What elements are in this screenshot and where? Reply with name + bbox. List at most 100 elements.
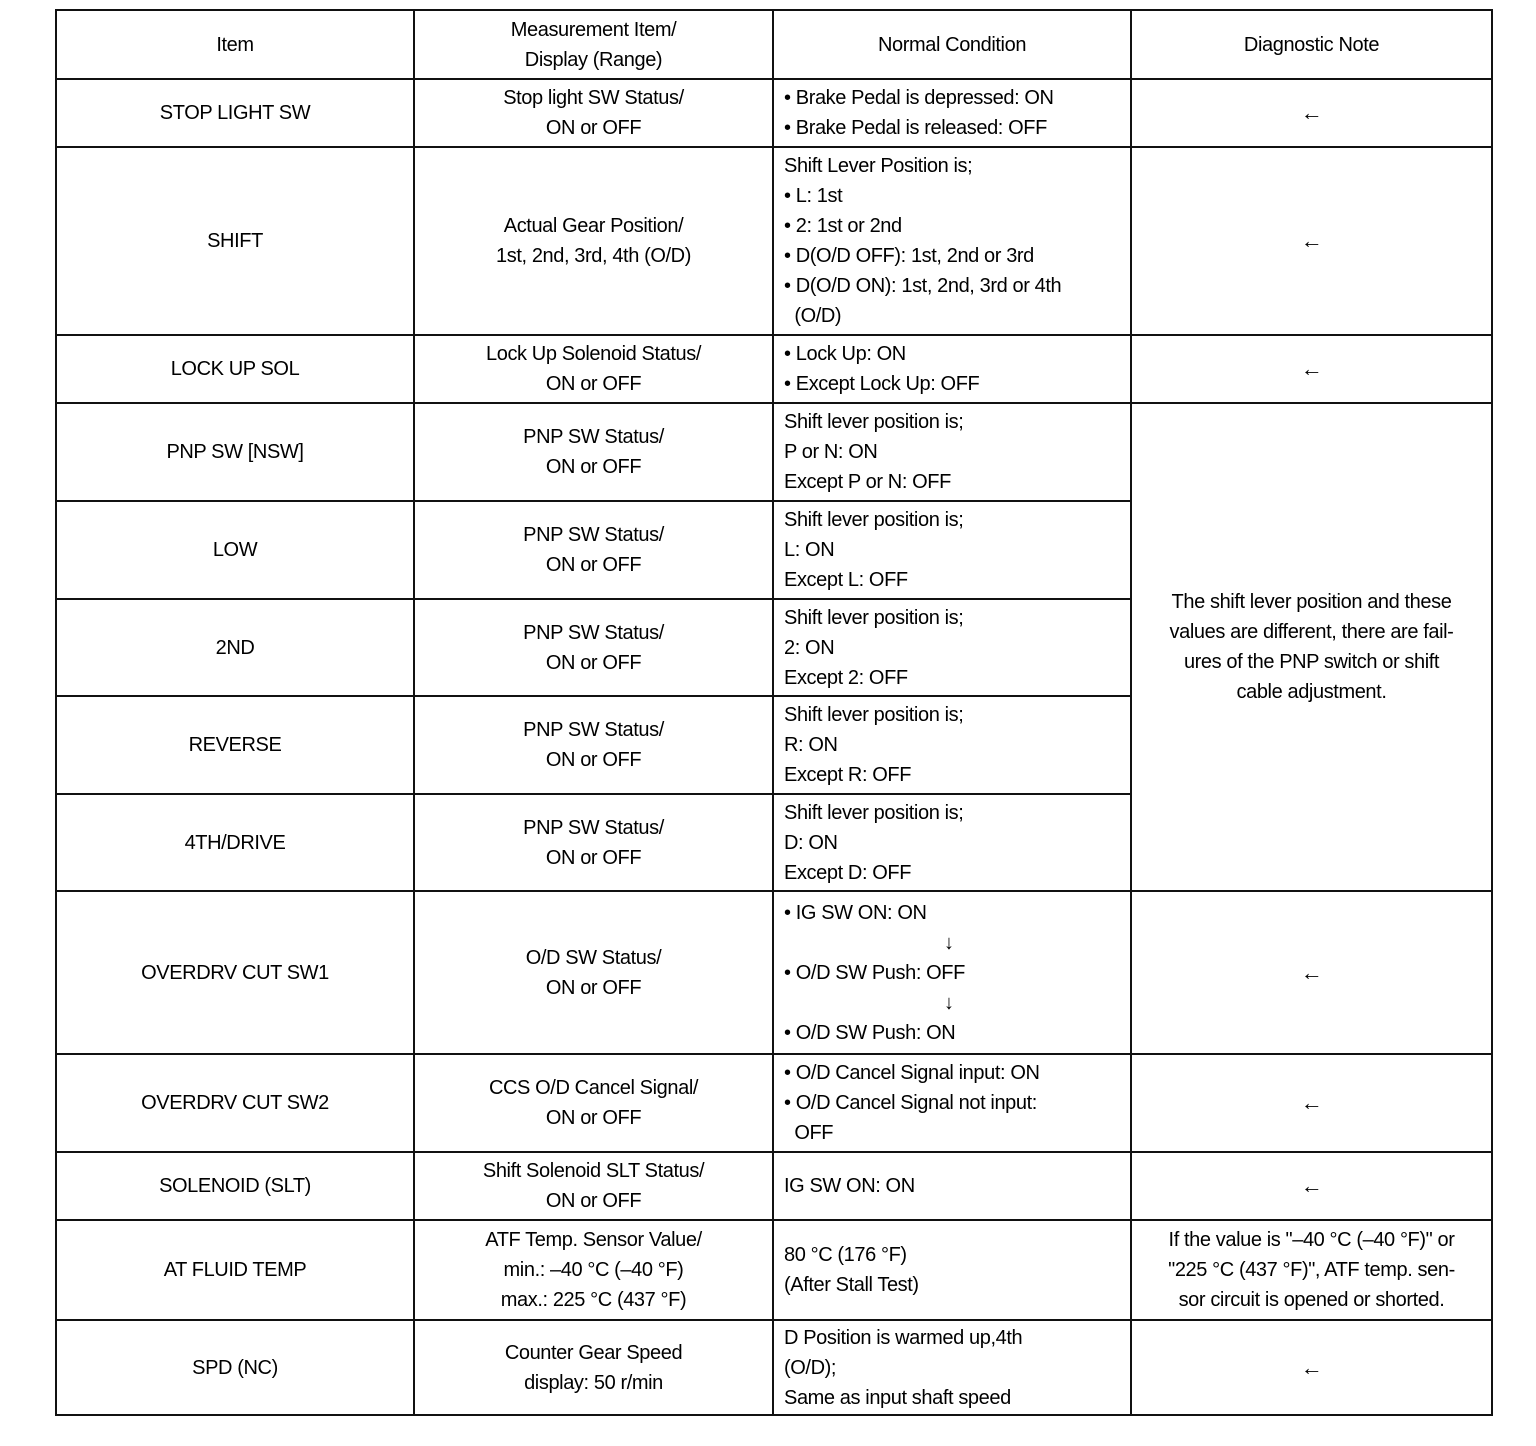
cell-line: "225 °C (437 °F)", ATF temp. sen- bbox=[1168, 1259, 1455, 1281]
cell-line: PNP SW Status/ bbox=[523, 816, 664, 839]
cell-line: 4TH/DRIVE bbox=[184, 831, 286, 854]
cell-line: ON or OFF bbox=[545, 554, 642, 576]
item-cell: 2ND bbox=[55, 598, 415, 697]
table-row: 4TH/DRIVE PNP SW Status/ON or OFF Shift le… bbox=[55, 793, 1492, 892]
cell-line: 2ND bbox=[215, 636, 255, 659]
cell-line: ON or OFF bbox=[545, 456, 642, 478]
header-text: Item bbox=[216, 33, 254, 56]
measurement-cell: Shift Solenoid SLT Status/ON or OFF bbox=[413, 1151, 774, 1221]
normal-condition-cell: Shift lever position is; R: ON Except R: O… bbox=[772, 695, 1132, 795]
cell-line: AT FLUID TEMP bbox=[163, 1259, 307, 1281]
measurement-cell: CCS O/D Cancel Signal/ON or OFF bbox=[413, 1053, 774, 1153]
cell-line: PNP SW Status/ bbox=[523, 524, 664, 546]
cell-line: 1st, 2nd, 3rd, 4th (O/D) bbox=[496, 245, 691, 267]
measurement-cell: O/D SW Status/ON or OFF bbox=[413, 890, 774, 1055]
cell-line: OFF bbox=[784, 1122, 834, 1144]
cell-line: ON or OFF bbox=[545, 1190, 642, 1212]
cell-line: OVERDRV CUT SW1 bbox=[141, 961, 329, 984]
header-text: Diagnostic Note bbox=[1243, 33, 1380, 56]
cell-line: REVERSE bbox=[188, 734, 282, 756]
cell-line: ATF Temp. Sensor Value/ bbox=[485, 1229, 702, 1251]
normal-condition-cell: Shift lever position is; L: ON Except L: O… bbox=[772, 500, 1132, 600]
normal-condition-cell: Shift Lever Position is; • L: 1st • 2: 1st… bbox=[772, 146, 1132, 336]
normal-condition-cell: Shift lever position is; D: ON Except D: O… bbox=[772, 793, 1132, 892]
cell-line: PNP SW Status/ bbox=[523, 426, 664, 448]
cell-line: • O/D Cancel Signal input: ON bbox=[784, 1062, 1040, 1084]
header-text: Normal Condition bbox=[877, 33, 1027, 56]
cell-line: CCS O/D Cancel Signal/ bbox=[488, 1077, 699, 1099]
cell-line: LOW bbox=[212, 539, 258, 561]
item-cell: OVERDRV CUT SW1 bbox=[55, 890, 415, 1055]
normal-condition-cell: Shift lever position is; 2: ON Except 2: O… bbox=[772, 598, 1132, 697]
measurement-cell: Lock Up Solenoid Status/ON or OFF bbox=[413, 334, 774, 404]
cell-line: PNP SW Status/ bbox=[523, 719, 664, 741]
table-row: 2ND PNP SW Status/ON or OFF Shift lever po… bbox=[55, 598, 1492, 697]
cell-line: Shift Solenoid SLT Status/ bbox=[482, 1160, 705, 1182]
table-row: OVERDRV CUT SW2 CCS O/D Cancel Signal/ON … bbox=[55, 1053, 1493, 1153]
cell-line: SOLENOID (SLT) bbox=[159, 1175, 311, 1197]
measurement-cell: Actual Gear Position/1st, 2nd, 3rd, 4th … bbox=[413, 146, 774, 336]
cell-line: Actual Gear Position/ bbox=[503, 215, 684, 237]
cell-line: PNP SW Status/ bbox=[523, 621, 664, 644]
item-cell: REVERSE bbox=[55, 695, 415, 795]
cell-line: • D(O/D OFF): 1st, 2nd or 3rd bbox=[784, 245, 1034, 267]
cell-line: PNP SW [NSW] bbox=[166, 441, 304, 463]
cell-line: Lock Up Solenoid Status/ bbox=[486, 343, 701, 365]
cell-line: Stop light SW Status/ bbox=[503, 87, 684, 109]
down-arrow-icon: ↓ bbox=[944, 931, 954, 954]
cell-line: SPD (NC) bbox=[192, 1356, 278, 1379]
item-cell: SPD (NC) bbox=[55, 1319, 415, 1416]
cell-line: STOP LIGHT SW bbox=[159, 102, 311, 124]
cell-line: Shift lever position is; bbox=[784, 704, 964, 726]
diagnostic-note-cell: ← bbox=[1130, 334, 1493, 404]
cell-line: display: 50 r/min bbox=[524, 1371, 663, 1394]
diagnostic-data-table: Item Measurement Item/ Display (Range) N… bbox=[55, 9, 1493, 1416]
table-row: SPD (NC) Counter Gear Speed display: 50 r/… bbox=[55, 1319, 1493, 1416]
measurement-cell: PNP SW Status/ON or OFF bbox=[413, 402, 774, 502]
left-arrow-icon: ← bbox=[1300, 1090, 1323, 1115]
cell-line: ON or OFF bbox=[545, 651, 642, 674]
item-cell: LOW bbox=[55, 500, 415, 600]
normal-condition-cell: D Position is warmed up,4th (O/D); Same as… bbox=[772, 1319, 1132, 1416]
diagnostic-note-cell: ← bbox=[1130, 1151, 1493, 1221]
cell-line: Counter Gear Speed bbox=[504, 1341, 683, 1364]
cell-line: cable adjustment. bbox=[1236, 681, 1387, 703]
cell-line: Shift lever position is; bbox=[784, 509, 964, 531]
item-cell: SHIFT bbox=[55, 146, 415, 336]
cell-line: The shift lever position and these bbox=[1171, 591, 1452, 613]
item-cell: LOCK UP SOL bbox=[55, 334, 415, 404]
table-row: LOCK UP SOL Lock Up Solenoid Status/ON or… bbox=[55, 334, 1493, 404]
cell-line: Shift Lever Position is; bbox=[784, 155, 973, 177]
cell-line: Same as input shaft speed bbox=[784, 1386, 1011, 1409]
diagnostic-note-cell: ← bbox=[1130, 1053, 1493, 1153]
cell-line: • Lock Up: ON bbox=[784, 343, 906, 365]
cell-line: • D(O/D ON): 1st, 2nd, 3rd or 4th bbox=[784, 275, 1062, 297]
table-row: STOP LIGHT SW Stop light SW Status/ON or … bbox=[55, 78, 1493, 148]
normal-condition-cell: IG SW ON: ON bbox=[772, 1151, 1132, 1221]
down-arrow-icon: ↓ bbox=[944, 991, 954, 1014]
diagnostic-note-cell: ← bbox=[1130, 890, 1493, 1055]
left-arrow-icon: ← bbox=[1300, 100, 1323, 125]
table-body: STOP LIGHT SW Stop light SW Status/ON or … bbox=[55, 78, 1493, 1416]
cell-line: LOCK UP SOL bbox=[170, 358, 300, 380]
cell-line: Except P or N: OFF bbox=[784, 471, 951, 493]
cell-line: • O/D Cancel Signal not input: bbox=[784, 1092, 1037, 1114]
cell-line: OVERDRV CUT SW2 bbox=[141, 1092, 329, 1114]
measurement-cell: PNP SW Status/ON or OFF bbox=[413, 793, 774, 892]
table-row: AT FLUID TEMP ATF Temp. Sensor Value/min.… bbox=[55, 1219, 1493, 1321]
cell-line: ON or OFF bbox=[545, 1107, 642, 1129]
item-cell: SOLENOID (SLT) bbox=[55, 1151, 415, 1221]
cell-line: • Brake Pedal is depressed: ON bbox=[784, 87, 1054, 109]
diagnostic-note-cell: If the value is "–40 °C (–40 °F)" or "225… bbox=[1130, 1219, 1493, 1321]
measurement-cell: PNP SW Status/ON or OFF bbox=[413, 500, 774, 600]
cell-line: If the value is "–40 °C (–40 °F)" or bbox=[1168, 1229, 1455, 1251]
item-cell: OVERDRV CUT SW2 bbox=[55, 1053, 415, 1153]
cell-line: R: ON bbox=[784, 734, 838, 756]
diagnostic-note-cell: The shift lever position and these values… bbox=[1130, 402, 1493, 892]
left-arrow-icon: ← bbox=[1300, 228, 1323, 253]
left-arrow-icon: ← bbox=[1300, 1173, 1323, 1198]
item-cell: AT FLUID TEMP bbox=[55, 1219, 415, 1321]
cell-line: • L: 1st bbox=[784, 185, 843, 207]
header-normal-condition: Normal Condition bbox=[772, 9, 1132, 80]
cell-line: • O/D SW Push: OFF bbox=[784, 961, 965, 984]
